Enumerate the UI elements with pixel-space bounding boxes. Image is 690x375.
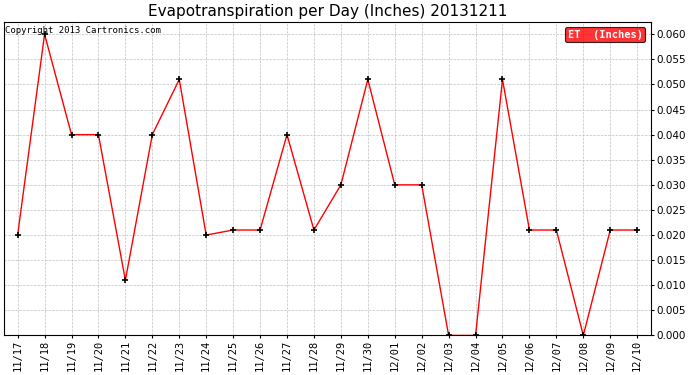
Title: Evapotranspiration per Day (Inches) 20131211: Evapotranspiration per Day (Inches) 2013… xyxy=(148,4,507,19)
Text: Copyright 2013 Cartronics.com: Copyright 2013 Cartronics.com xyxy=(6,26,161,35)
Legend: ET  (Inches): ET (Inches) xyxy=(565,27,645,42)
